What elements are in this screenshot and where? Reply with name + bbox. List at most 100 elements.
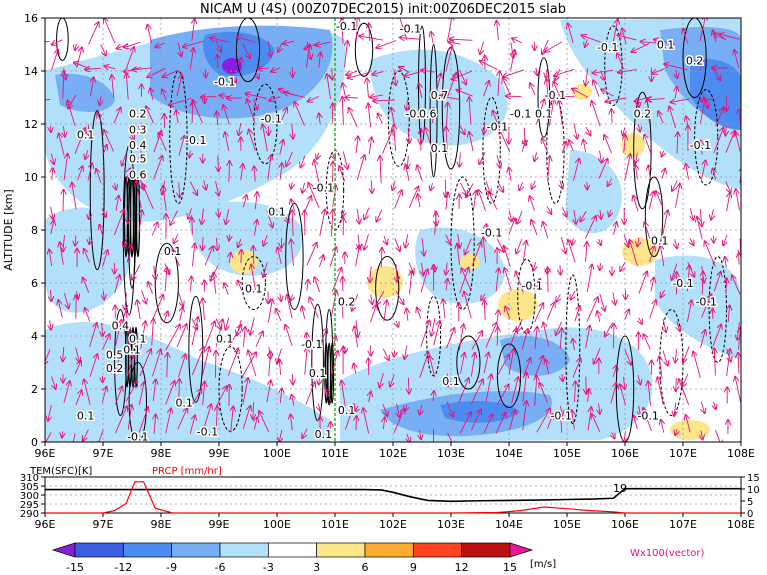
wind-vector	[446, 328, 455, 349]
wind-vector	[496, 355, 509, 377]
contour-line	[375, 256, 400, 321]
wind-vector	[607, 178, 611, 186]
wind-vector	[369, 23, 370, 41]
wind-vector	[516, 272, 524, 293]
wind-vector	[251, 265, 257, 292]
lower-x-tick-label: 103E	[437, 518, 465, 531]
wind-vector	[359, 36, 383, 41]
wind-vector	[458, 123, 465, 134]
wind-vector	[373, 100, 395, 101]
wind-vector	[179, 182, 180, 197]
wind-vector	[394, 238, 400, 251]
wind-vector	[104, 130, 114, 152]
contour-line	[633, 91, 652, 210]
contour-label: 0.1	[129, 333, 147, 346]
wind-vector	[137, 300, 140, 320]
wind-vector	[536, 67, 537, 75]
wind-vector	[431, 318, 436, 335]
wind-vector	[669, 107, 676, 129]
wind-vector	[178, 292, 183, 306]
wind-vector	[484, 124, 485, 134]
wind-vector	[290, 415, 292, 431]
wind-vector	[574, 123, 577, 139]
tem-value-label: 19	[613, 482, 627, 495]
wind-vector	[409, 271, 411, 295]
wind-vector	[331, 210, 333, 237]
wind-vector	[701, 294, 712, 318]
wind-vector	[601, 89, 614, 97]
contour-label: -0.1	[487, 121, 508, 134]
wind-vector	[634, 416, 638, 430]
wind-vector	[210, 38, 229, 43]
wind-vector	[560, 265, 561, 274]
wind-vector	[301, 155, 306, 168]
wind-vector	[483, 81, 489, 97]
wind-vector	[686, 415, 691, 433]
wind-vector	[226, 317, 229, 330]
lower-right-tick-label: 5	[747, 497, 753, 508]
wind-vector	[384, 235, 387, 244]
wind-vector	[446, 279, 448, 291]
wind-vector	[662, 169, 665, 179]
wind-vector	[104, 66, 116, 69]
wind-vector	[612, 432, 615, 438]
wind-vector	[425, 128, 434, 153]
wind-vector	[554, 68, 574, 76]
wind-vector	[280, 140, 283, 155]
wind-vector	[690, 208, 693, 219]
wind-vector	[183, 40, 204, 47]
wind-vector	[720, 34, 740, 40]
wind-vector	[269, 346, 271, 359]
wind-vector	[291, 182, 292, 188]
contour-line	[517, 258, 536, 334]
wind-vector	[562, 373, 563, 381]
wind-vector	[204, 180, 206, 189]
wind-vector	[223, 105, 230, 125]
wind-vector	[509, 210, 512, 221]
wind-vector	[585, 67, 587, 85]
contour-line	[456, 335, 481, 390]
wind-vector	[586, 297, 598, 323]
wind-vector	[524, 127, 525, 145]
wind-vector	[126, 47, 135, 68]
wind-vector	[543, 222, 549, 239]
wind-vector	[429, 356, 436, 378]
wind-vector	[96, 169, 102, 184]
contour-label: -0.1	[127, 431, 148, 444]
wind-vector	[600, 263, 601, 270]
wind-vector	[378, 114, 383, 124]
wind-vector	[672, 263, 678, 280]
lower-right-tick-label: 15	[747, 473, 760, 484]
wind-vector	[459, 70, 467, 84]
wind-vector	[686, 116, 688, 127]
wind-vector	[419, 84, 422, 98]
y-tick-label: 6	[31, 277, 38, 290]
wind-vector	[371, 294, 373, 304]
wind-vector	[740, 94, 741, 97]
contour-label: -0.1	[214, 76, 235, 89]
wind-vector	[114, 275, 120, 294]
wind-vector	[162, 89, 167, 101]
wind-vector	[419, 430, 421, 439]
lower-left-tick-label: 295	[20, 500, 39, 511]
wind-vector	[687, 265, 689, 292]
wind-vector	[136, 181, 142, 209]
y-tick-label: 12	[24, 118, 38, 131]
y-axis-label: ALTITUDE [km]	[2, 189, 15, 270]
wind-vector	[661, 420, 664, 433]
wind-vector	[693, 352, 701, 378]
contour-label: 0.1	[431, 142, 449, 155]
wind-vector	[218, 155, 219, 172]
wind-vector	[496, 385, 508, 405]
wind-vector	[51, 206, 53, 219]
contour-line	[154, 242, 179, 324]
wind-vector	[216, 181, 219, 195]
wind-vector	[639, 405, 641, 416]
wind-vector	[68, 94, 77, 108]
wind-vector	[254, 166, 255, 182]
lower-x-tick-label: 104E	[495, 518, 523, 531]
wind-vector	[382, 403, 387, 416]
wind-vector	[170, 210, 178, 225]
colorbar-cell	[364, 542, 414, 558]
wind-vector	[316, 152, 318, 159]
